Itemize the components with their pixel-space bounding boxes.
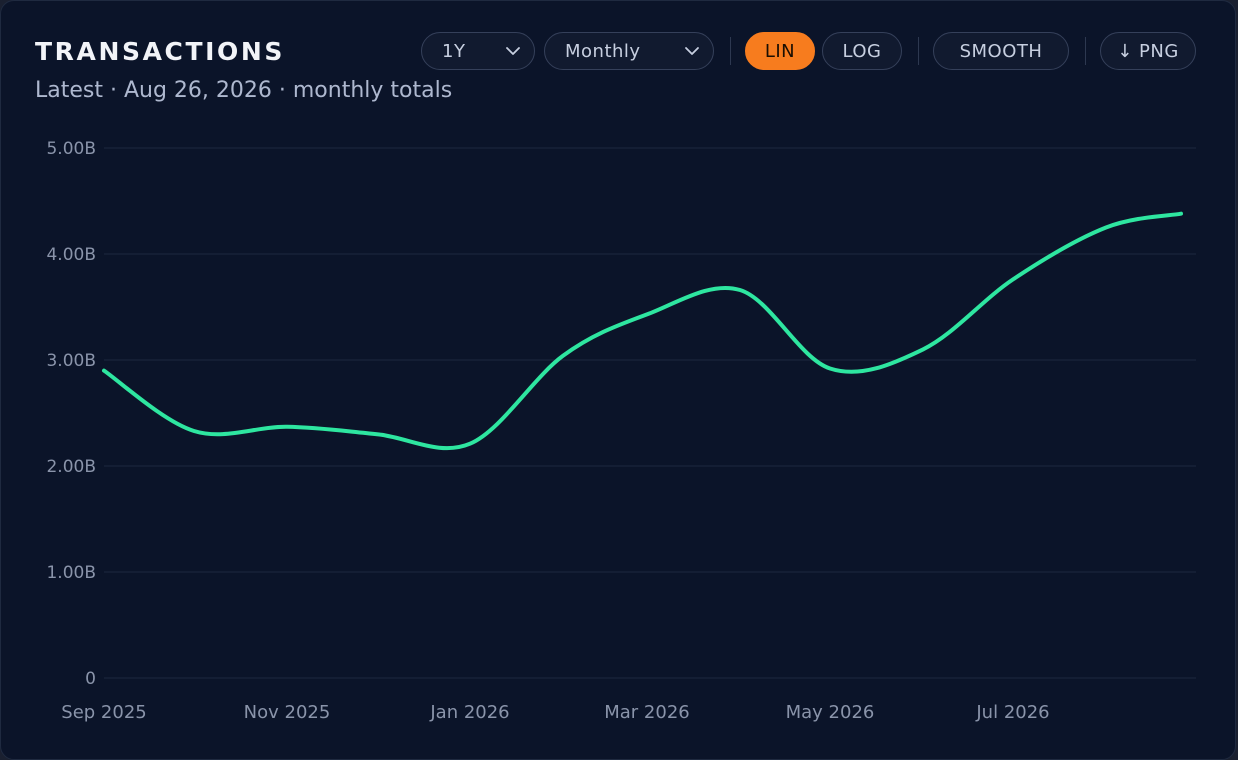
export-png-button[interactable]: ↓ PNG: [1100, 32, 1196, 70]
chart-subtitle: Latest · Aug 26, 2026 · monthly totals: [35, 78, 453, 103]
interval-select-value: Monthly: [565, 40, 641, 62]
smooth-toggle-button[interactable]: SMOOTH: [933, 32, 1069, 70]
x-tick-label: Mar 2026: [604, 702, 690, 723]
x-tick-label: May 2026: [786, 702, 875, 723]
x-tick-label: Sep 2025: [61, 702, 146, 723]
y-tick-label: 0: [85, 669, 96, 689]
y-tick-label: 5.00B: [46, 139, 96, 159]
toolbar-divider: [730, 37, 731, 65]
y-tick-label: 4.00B: [46, 245, 96, 265]
chart-title: TRANSACTIONS: [35, 37, 286, 66]
log-scale-button[interactable]: LOG: [822, 32, 902, 70]
range-select[interactable]: 1Y: [421, 32, 535, 70]
lin-scale-button[interactable]: LIN: [745, 32, 815, 70]
x-tick-label: Jul 2026: [975, 702, 1049, 723]
y-tick-label: 3.00B: [46, 351, 96, 371]
toolbar-divider: [918, 37, 919, 65]
x-tick-label: Nov 2025: [244, 702, 331, 723]
y-tick-label: 1.00B: [46, 563, 96, 583]
toolbar-divider: [1085, 37, 1086, 65]
interval-select[interactable]: Monthly: [544, 32, 714, 70]
chevron-down-icon: [506, 47, 520, 55]
chevron-down-icon: [685, 47, 699, 55]
range-select-value: 1Y: [442, 40, 466, 62]
x-tick-label: Jan 2026: [429, 702, 509, 723]
y-tick-label: 2.00B: [46, 457, 96, 477]
series-line: [102, 211, 1183, 451]
